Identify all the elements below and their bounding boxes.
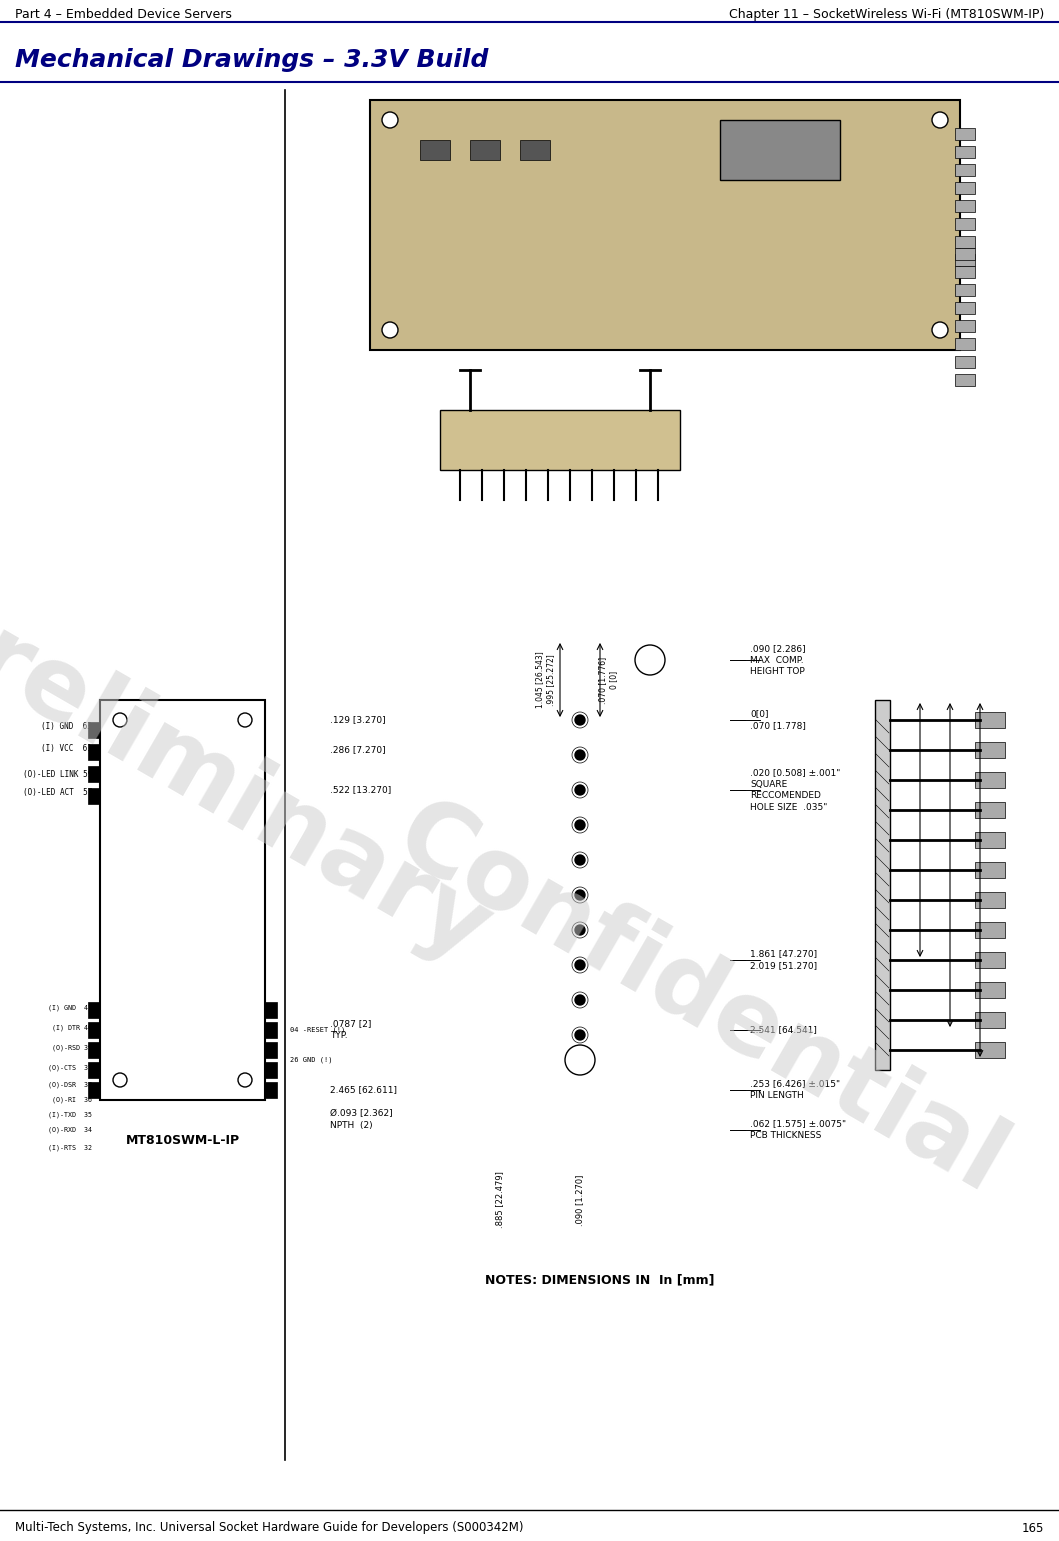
Bar <box>520 140 550 160</box>
Circle shape <box>575 715 585 724</box>
Bar <box>265 1062 277 1079</box>
Bar <box>955 217 975 230</box>
Text: (O)-RXD  34: (O)-RXD 34 <box>48 1126 92 1133</box>
Bar <box>955 321 975 331</box>
Text: (I) DTR 40: (I) DTR 40 <box>52 1025 92 1031</box>
Bar <box>975 1012 1005 1028</box>
Text: .286 [7.270]: .286 [7.270] <box>330 746 385 755</box>
Bar <box>265 1002 277 1019</box>
Circle shape <box>575 820 585 831</box>
Text: (I) VCC  61: (I) VCC 61 <box>41 743 92 752</box>
Bar <box>88 766 100 781</box>
Bar <box>100 700 265 1100</box>
Bar <box>975 832 1005 848</box>
Bar <box>955 248 975 260</box>
Bar <box>955 236 975 248</box>
Text: 2.541 [64.541]: 2.541 [64.541] <box>750 1025 816 1034</box>
Text: Chapter 11 – SocketWireless Wi-Fi (MT810SWM-IP): Chapter 11 – SocketWireless Wi-Fi (MT810… <box>729 8 1044 20</box>
Bar <box>875 700 890 1069</box>
Bar <box>265 1022 277 1039</box>
Circle shape <box>575 891 585 900</box>
Text: 2.465 [62.611]: 2.465 [62.611] <box>330 1085 397 1094</box>
Text: .020 [0.508] ±.001"
SQUARE
RECCOMENDED
HOLE SIZE  .035": .020 [0.508] ±.001" SQUARE RECCOMENDED H… <box>750 767 841 812</box>
Circle shape <box>113 1073 127 1086</box>
Bar <box>975 801 1005 818</box>
Circle shape <box>238 1073 252 1086</box>
Text: .090 [2.286]
MAX  COMP.
HEIGHT TOP: .090 [2.286] MAX COMP. HEIGHT TOP <box>750 644 806 676</box>
Text: Part 4 – Embedded Device Servers: Part 4 – Embedded Device Servers <box>15 8 232 20</box>
Text: (O)-LED LINK 59: (O)-LED LINK 59 <box>22 769 92 778</box>
Text: .522 [13.270]: .522 [13.270] <box>330 786 391 795</box>
Text: (I)-TXD  35: (I)-TXD 35 <box>48 1111 92 1119</box>
Text: 1.045 [26.543]
.995 [25.272]: 1.045 [26.543] .995 [25.272] <box>535 652 555 709</box>
Bar <box>955 128 975 140</box>
Text: .062 [1.575] ±.0075"
PCB THICKNESS: .062 [1.575] ±.0075" PCB THICKNESS <box>750 1120 846 1140</box>
Bar <box>470 140 500 160</box>
Text: Mechanical Drawings – 3.3V Build: Mechanical Drawings – 3.3V Build <box>15 48 488 72</box>
Circle shape <box>575 995 585 1005</box>
Circle shape <box>382 112 398 128</box>
Text: .129 [3.270]: .129 [3.270] <box>330 715 385 724</box>
Circle shape <box>575 855 585 865</box>
Circle shape <box>382 322 398 337</box>
Circle shape <box>238 713 252 727</box>
Circle shape <box>575 784 585 795</box>
Text: .070 [1.776]
0 [0]: .070 [1.776] 0 [0] <box>598 656 617 704</box>
Bar <box>955 337 975 350</box>
Circle shape <box>113 713 127 727</box>
Text: 165: 165 <box>1022 1521 1044 1535</box>
Text: 0[0]
.070 [1.778]: 0[0] .070 [1.778] <box>750 709 806 730</box>
Bar <box>88 744 100 760</box>
Bar <box>975 743 1005 758</box>
Bar <box>955 182 975 194</box>
Bar <box>955 163 975 176</box>
Circle shape <box>575 925 585 935</box>
Text: .0787 [2]
TYP.: .0787 [2] TYP. <box>330 1020 372 1040</box>
Text: .253 [6.426] ±.015"
PIN LENGTH: .253 [6.426] ±.015" PIN LENGTH <box>750 1080 840 1100</box>
Bar <box>955 146 975 159</box>
Text: MT810SWM-L-IP: MT810SWM-L-IP <box>126 1134 240 1147</box>
Circle shape <box>932 322 948 337</box>
Circle shape <box>575 750 585 760</box>
Bar <box>439 410 680 470</box>
Text: Ø.093 [2.362]
NPTH  (2): Ø.093 [2.362] NPTH (2) <box>330 1110 393 1131</box>
Circle shape <box>932 112 948 128</box>
Bar <box>975 861 1005 878</box>
Text: (O)-LED ACT  57: (O)-LED ACT 57 <box>22 787 92 797</box>
Bar <box>955 374 975 385</box>
Bar <box>88 1062 100 1079</box>
Bar <box>88 1022 100 1039</box>
Text: 04 -RESET (!): 04 -RESET (!) <box>290 1026 345 1034</box>
Bar <box>975 982 1005 999</box>
Text: 1.861 [47.270]
2.019 [51.270]: 1.861 [47.270] 2.019 [51.270] <box>750 949 818 971</box>
Bar <box>955 302 975 314</box>
Bar <box>955 254 975 267</box>
Bar <box>955 267 975 277</box>
Bar <box>975 892 1005 908</box>
Bar <box>975 712 1005 727</box>
Bar <box>975 922 1005 938</box>
Circle shape <box>575 1029 585 1040</box>
Circle shape <box>575 960 585 969</box>
Text: (I) GND  41: (I) GND 41 <box>48 1005 92 1011</box>
Bar <box>265 1042 277 1059</box>
Bar <box>420 140 450 160</box>
Bar <box>265 1082 277 1099</box>
Bar <box>88 1042 100 1059</box>
Bar <box>975 952 1005 968</box>
Text: (O)-CTS  37: (O)-CTS 37 <box>48 1065 92 1071</box>
Bar <box>88 787 100 804</box>
Bar <box>955 356 975 368</box>
Bar <box>975 772 1005 787</box>
Bar <box>720 120 840 180</box>
Text: 26 GND (!): 26 GND (!) <box>290 1057 333 1063</box>
Text: (I) GND  63: (I) GND 63 <box>41 721 92 730</box>
Text: (O)-RSD 39: (O)-RSD 39 <box>52 1045 92 1051</box>
Bar <box>88 723 100 738</box>
Text: Multi-Tech Systems, Inc. Universal Socket Hardware Guide for Developers (S000342: Multi-Tech Systems, Inc. Universal Socke… <box>15 1521 523 1535</box>
Text: NOTES: DIMENSIONS IN  In [mm]: NOTES: DIMENSIONS IN In [mm] <box>485 1273 715 1287</box>
Polygon shape <box>370 100 961 350</box>
Text: Confidential: Confidential <box>379 786 1021 1213</box>
Text: (O)-RI  36: (O)-RI 36 <box>52 1097 92 1103</box>
Text: (O)-DSR  37: (O)-DSR 37 <box>48 1082 92 1088</box>
